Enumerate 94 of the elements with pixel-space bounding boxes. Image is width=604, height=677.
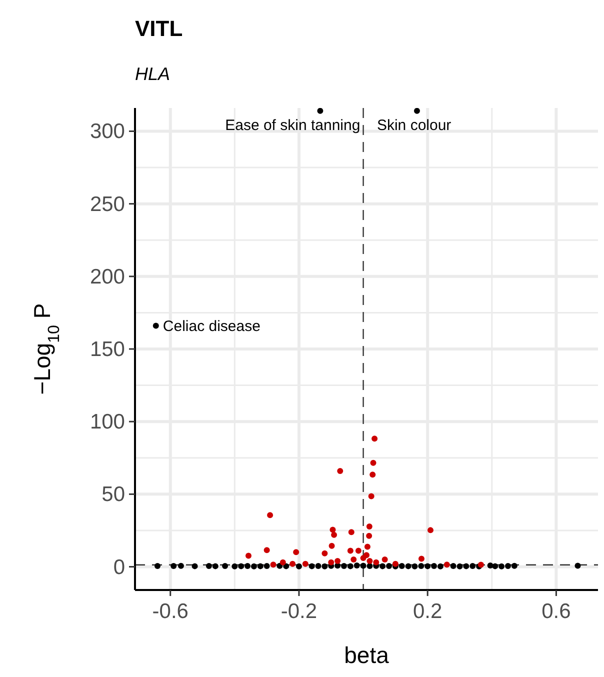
point [380, 563, 386, 570]
point [152, 322, 159, 329]
point [511, 562, 518, 569]
point [360, 562, 366, 569]
point [232, 563, 238, 570]
point [328, 559, 334, 566]
annotation: Celiac disease [162, 318, 260, 335]
point [348, 529, 354, 536]
point [308, 563, 315, 570]
point [424, 563, 431, 570]
y-tick-label: 300 [90, 120, 125, 144]
point [212, 563, 218, 570]
point [264, 563, 270, 570]
point [470, 563, 476, 570]
point [414, 108, 420, 114]
point [366, 532, 372, 539]
point [364, 544, 370, 550]
point [340, 563, 347, 570]
point [293, 549, 300, 556]
point [170, 563, 177, 570]
point [574, 562, 581, 569]
point [347, 548, 354, 554]
point [331, 532, 338, 538]
y-tick-label: 100 [90, 410, 125, 434]
x-axis-title: beta [344, 642, 390, 668]
chart-subtitle: HLA [135, 64, 170, 84]
point [246, 552, 252, 559]
point [222, 563, 228, 570]
point [328, 542, 335, 549]
point [317, 108, 324, 114]
point [418, 563, 424, 570]
point [315, 563, 322, 570]
chart-title: VITL [135, 16, 183, 41]
point [154, 563, 161, 570]
point [334, 558, 341, 564]
point [492, 563, 498, 570]
point [437, 563, 444, 570]
point [366, 524, 372, 530]
point [386, 563, 392, 570]
point [283, 563, 290, 570]
point [463, 563, 470, 570]
point [364, 552, 370, 558]
point [238, 563, 244, 570]
point [347, 563, 354, 570]
point [370, 460, 376, 466]
x-tick-label: 0.6 [542, 600, 571, 623]
point [296, 563, 302, 570]
point [373, 559, 380, 566]
x-tick-label: -0.2 [280, 600, 318, 623]
point [370, 472, 376, 478]
point [350, 556, 357, 563]
point [192, 563, 198, 570]
point [372, 436, 378, 442]
point [412, 563, 418, 570]
point [280, 559, 286, 566]
point [405, 563, 412, 570]
point [366, 558, 373, 564]
point [244, 563, 251, 570]
point [178, 562, 184, 569]
annotation: Skin colour [376, 116, 452, 134]
point [322, 550, 328, 556]
y-tick-label: 200 [90, 265, 125, 288]
point [450, 563, 456, 570]
point [398, 563, 405, 570]
point [264, 547, 270, 554]
point [444, 562, 450, 568]
point [354, 562, 360, 568]
point [456, 563, 463, 570]
y-tick-label: 250 [90, 192, 125, 216]
point [302, 560, 308, 567]
point [431, 563, 438, 570]
point [267, 512, 274, 518]
point [322, 563, 328, 570]
y-tick-label: 0 [113, 556, 125, 579]
annotation: Ease of skin tanning [225, 116, 360, 134]
y-tick-label: 50 [102, 483, 125, 506]
point [270, 562, 276, 568]
x-tick-label: -0.6 [152, 600, 188, 623]
y-tick-label: 150 [90, 338, 125, 361]
point [427, 527, 434, 534]
point [418, 556, 424, 562]
point [290, 560, 296, 567]
point [504, 563, 511, 570]
point [337, 468, 344, 474]
point [382, 556, 388, 563]
point [355, 548, 362, 554]
point [392, 560, 398, 567]
point [257, 563, 264, 570]
point [368, 493, 374, 500]
x-tick-label: 0.2 [412, 600, 442, 623]
point [250, 563, 257, 570]
point [206, 563, 212, 570]
point [330, 526, 336, 533]
point [498, 563, 505, 570]
